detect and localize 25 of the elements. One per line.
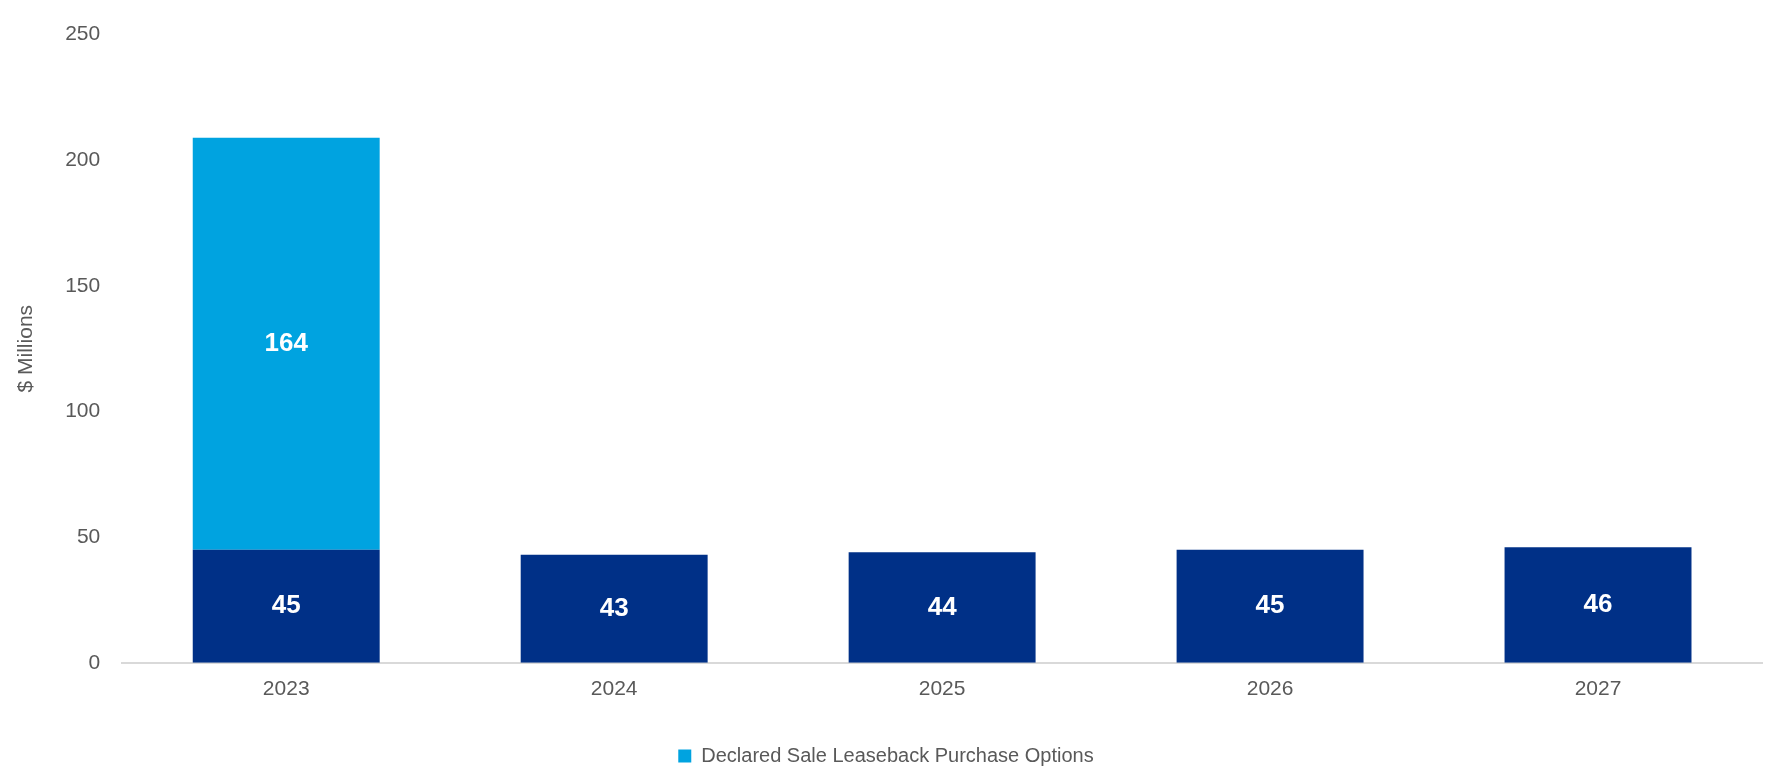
x-tick-label: 2025	[918, 676, 966, 700]
bar	[192, 549, 380, 663]
bar	[848, 552, 1036, 663]
y-tick-label: 0	[88, 649, 101, 673]
x-tick-label: 2023	[262, 676, 310, 700]
x-tick-label: 2027	[1574, 676, 1622, 700]
bar	[1176, 549, 1364, 663]
bar	[192, 137, 380, 550]
y-tick-label: 100	[65, 398, 101, 422]
legend-label: Declared Sale Leaseback Purchase Options	[701, 743, 1094, 766]
data-label: 43	[599, 591, 629, 622]
y-tick-label: 250	[65, 21, 101, 45]
data-label: 44	[927, 590, 958, 621]
x-tick-label: 2026	[1246, 676, 1294, 700]
data-label: 45	[1255, 589, 1285, 620]
y-tick-label: 150	[65, 272, 101, 296]
data-label: 45	[271, 589, 301, 620]
data-label: 164	[264, 326, 309, 357]
y-axis-title: $ Millions	[13, 304, 37, 393]
y-tick-label: 50	[76, 523, 101, 547]
data-label: 46	[1583, 588, 1613, 619]
x-tick-label: 2024	[590, 676, 638, 700]
bar	[520, 554, 708, 663]
y-tick-label: 200	[65, 147, 101, 171]
bar	[1504, 547, 1692, 663]
